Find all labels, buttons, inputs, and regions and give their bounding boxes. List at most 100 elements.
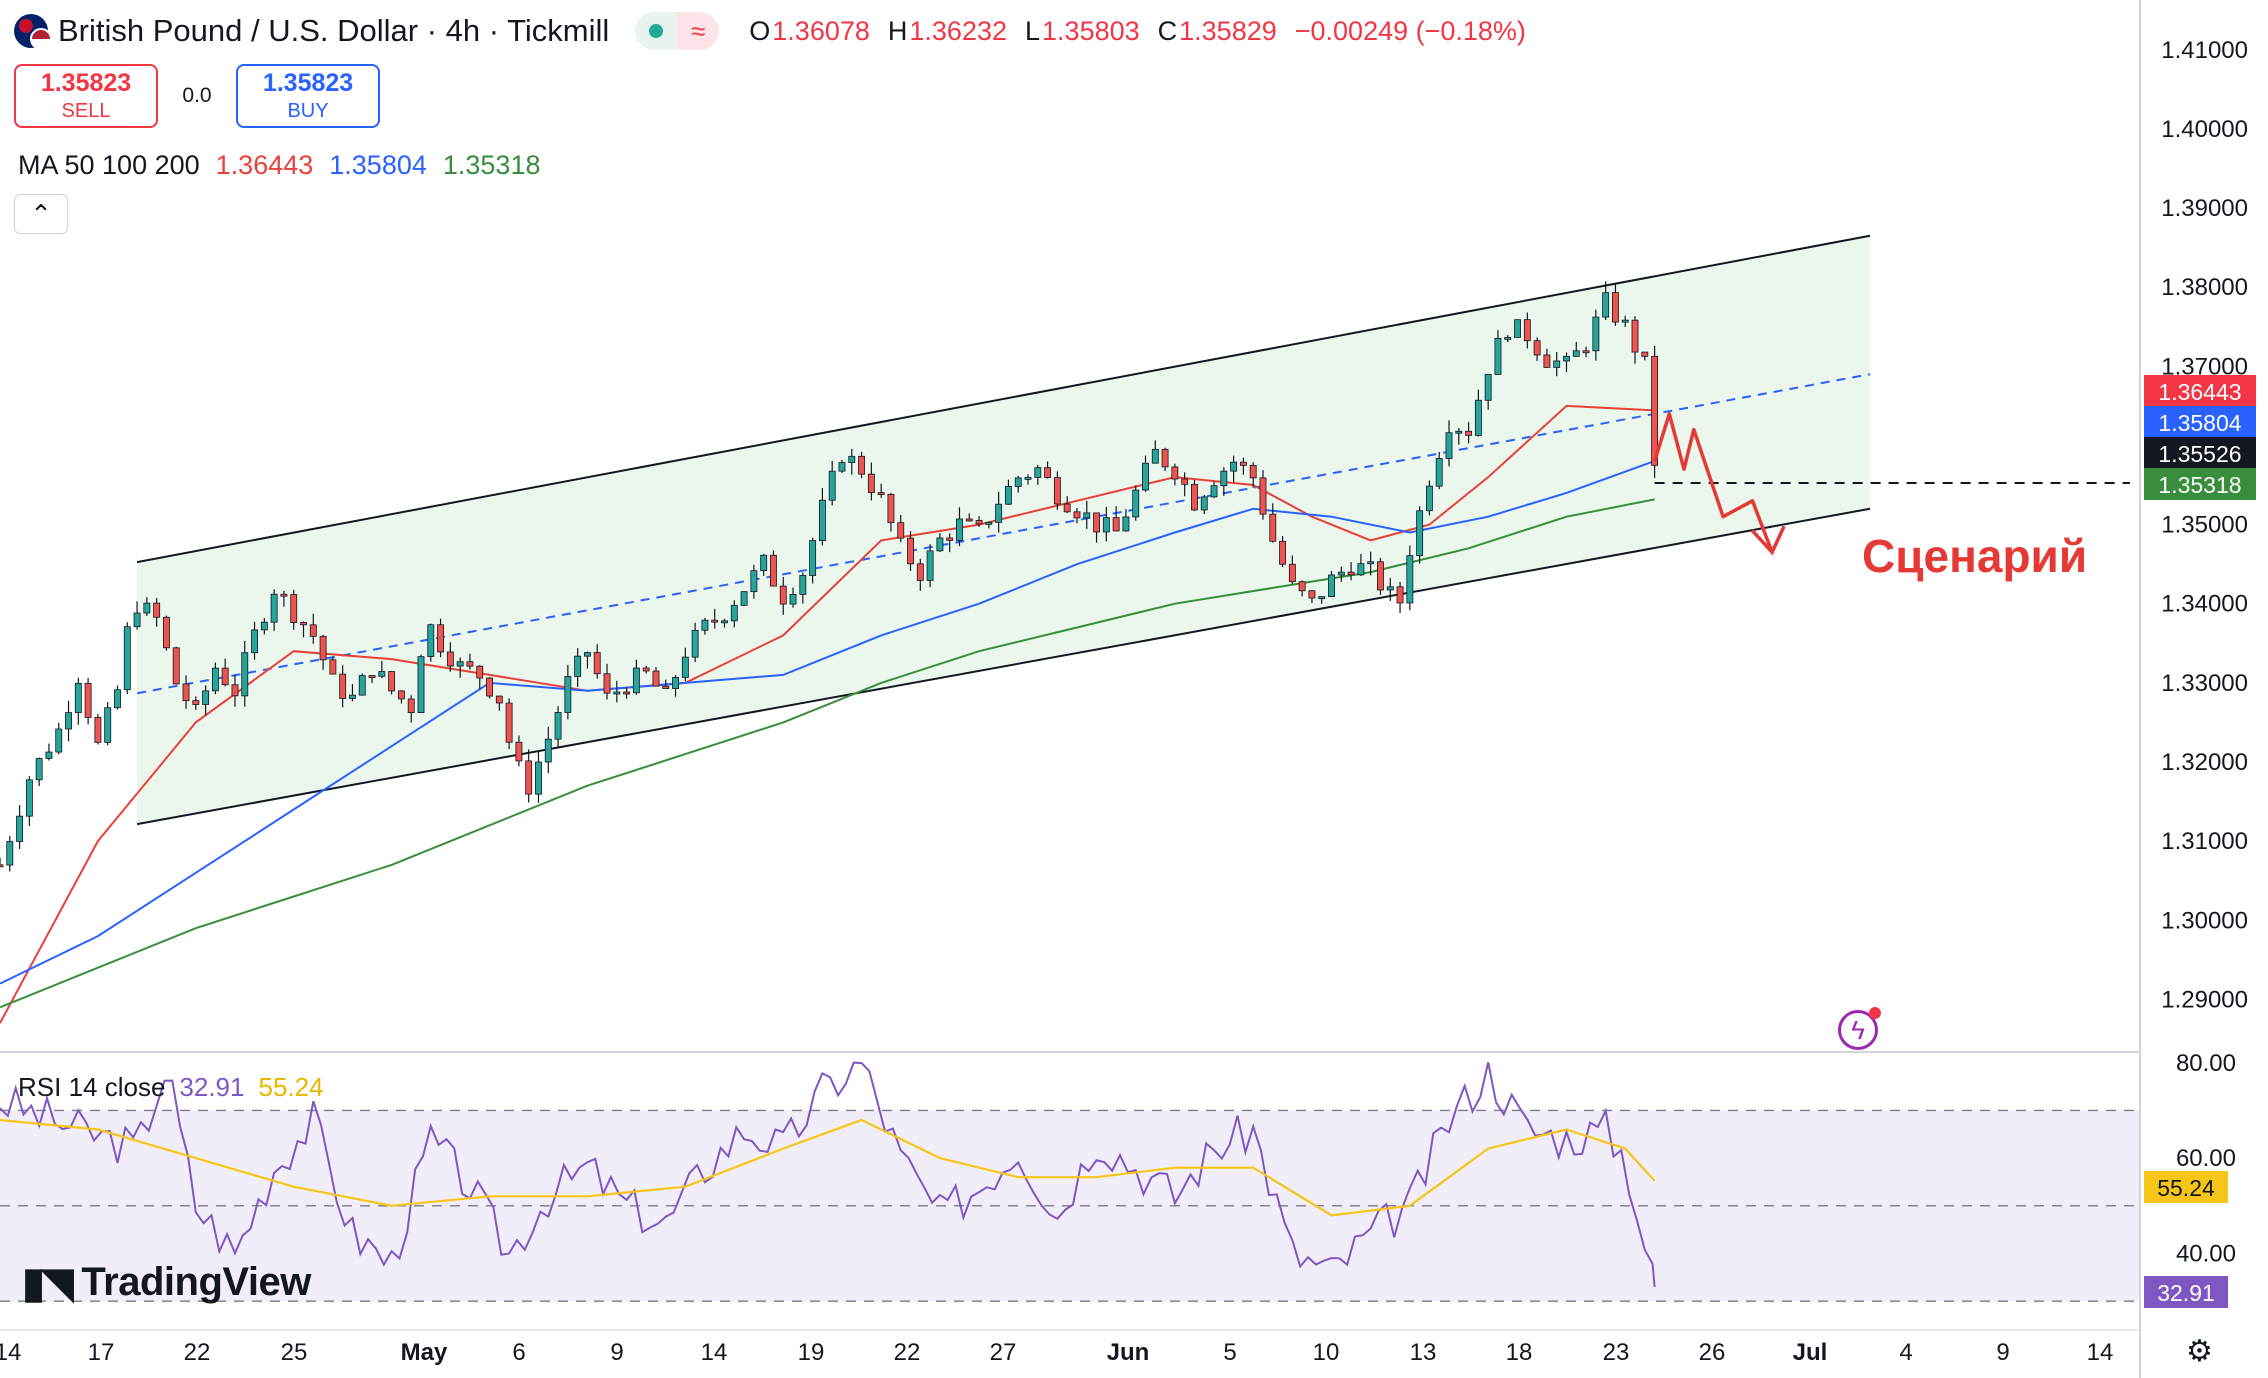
candle-body — [1543, 354, 1551, 368]
chart-header: British Pound / U.S. Dollar · 4h · Tickm… — [0, 0, 2140, 234]
candle-body — [339, 673, 347, 699]
tradingview-logo[interactable]: ▮◥ TradingView — [22, 1259, 311, 1306]
time-tick-label: 17 — [88, 1339, 115, 1366]
candle-body — [1239, 461, 1247, 466]
candle-body — [1024, 476, 1032, 480]
candle-body — [770, 554, 777, 587]
wave-icon: ≈ — [677, 12, 720, 50]
candle-body — [221, 667, 229, 686]
candle-body — [300, 622, 307, 626]
candle-body — [623, 691, 631, 695]
candle-body — [35, 758, 43, 781]
candle-body — [192, 700, 200, 705]
candle-body — [143, 602, 151, 614]
candle-body — [985, 521, 993, 525]
candle-body — [1357, 563, 1365, 576]
candle-body — [1053, 477, 1061, 505]
market-open-icon — [635, 12, 678, 50]
candle-body — [456, 661, 464, 667]
candle-body — [153, 602, 161, 618]
price-tick-label: 1.33000 — [2161, 670, 2248, 697]
time-tick-label: Jun — [1107, 1339, 1150, 1366]
candle-body — [1259, 477, 1267, 515]
settings-gear-icon[interactable]: ⚙ — [2186, 1335, 2213, 1368]
time-tick-label: 26 — [1699, 1339, 1726, 1366]
price-tick-label: 1.38000 — [2161, 274, 2248, 301]
symbol-title[interactable]: British Pound / U.S. Dollar · 4h · Tickm… — [58, 13, 610, 48]
candle-body — [1592, 316, 1600, 352]
price-tag-label: 1.35526 — [2158, 441, 2241, 467]
candle-body — [309, 624, 317, 637]
candle-body — [926, 550, 934, 581]
candle-body — [1181, 478, 1189, 485]
candle-body — [260, 621, 268, 631]
candle-body — [965, 518, 973, 522]
candle-body — [358, 675, 366, 696]
candle-body — [1367, 561, 1375, 565]
candle-body — [975, 520, 983, 525]
price-tick-label: 1.30000 — [2161, 907, 2248, 934]
candle-body — [1102, 517, 1110, 533]
candle-body — [877, 492, 885, 495]
candle-body — [1249, 464, 1257, 479]
time-tick-label: 4 — [1899, 1339, 1912, 1366]
price-tick-label: 1.41000 — [2161, 37, 2248, 64]
time-tick-label: 5 — [1223, 1339, 1236, 1366]
candle-body — [505, 702, 513, 743]
candle-body — [809, 540, 817, 576]
candle-body — [887, 494, 895, 524]
candle-body — [1063, 503, 1071, 513]
time-tick-label: 14 — [0, 1339, 21, 1366]
candle-body — [1612, 292, 1619, 323]
candle-body — [867, 473, 875, 493]
candle-body — [1396, 586, 1404, 604]
candle-body — [681, 656, 689, 678]
candle-body — [407, 698, 415, 713]
time-tick-label: May — [401, 1339, 448, 1366]
candles-layer — [0, 281, 1659, 872]
candle-body — [104, 707, 112, 743]
candle-body — [1142, 462, 1149, 491]
candle-body — [1034, 467, 1042, 478]
collapse-legend-button[interactable]: ⌃ — [14, 194, 68, 234]
rsi-legend[interactable]: RSI 14 close 32.91 55.24 — [18, 1072, 324, 1102]
candle-body — [55, 728, 63, 753]
price-tick-label: 1.34000 — [2161, 591, 2248, 618]
time-tick-label: 9 — [1996, 1339, 2009, 1366]
candle-body — [1435, 458, 1443, 487]
candle-body — [1621, 319, 1629, 323]
candle-body — [1093, 512, 1100, 533]
candle-body — [417, 656, 425, 713]
candle-body — [1318, 596, 1326, 600]
market-status-pill[interactable]: ≈ — [635, 12, 720, 50]
candle-body — [378, 671, 386, 677]
buy-button[interactable]: 1.35823 BUY — [236, 64, 380, 128]
candle-body — [123, 626, 131, 691]
time-tick-label: 25 — [281, 1339, 308, 1366]
rsi-ma-line — [0, 1118, 1656, 1217]
sell-button[interactable]: 1.35823 SELL — [14, 64, 158, 128]
candle-body — [1641, 351, 1649, 357]
time-tick-label: 27 — [990, 1339, 1017, 1366]
candle-body — [486, 677, 493, 697]
ma200-value: 1.35318 — [442, 150, 541, 180]
candle-body — [1132, 489, 1140, 518]
ma100-value: 1.35804 — [329, 150, 427, 180]
price-change: −0.00249 (−0.18%) — [1294, 15, 1526, 46]
candle-body — [1455, 430, 1463, 434]
lightning-icon[interactable]: ϟ — [1838, 1007, 1881, 1050]
ma-legend[interactable]: MA 50 100 200 1.36443 1.35804 1.35318 — [18, 150, 541, 180]
candle-body — [1347, 571, 1355, 576]
candle-body — [1416, 510, 1424, 557]
time-tick-label: 14 — [701, 1339, 728, 1366]
channel-upper-line — [136, 234, 1871, 564]
ohlc-values: O1.36078 H1.36232 L1.35803 C1.35829 −0.0… — [749, 15, 1526, 46]
price-tick-label: 1.35000 — [2161, 512, 2248, 539]
time-tick-label: 9 — [610, 1339, 623, 1366]
rsi-tick-label: 40.00 — [2176, 1240, 2236, 1267]
candle-body — [466, 661, 474, 667]
candle-body — [495, 695, 503, 704]
time-tick-label: 6 — [512, 1339, 525, 1366]
candle-body — [1171, 466, 1179, 480]
